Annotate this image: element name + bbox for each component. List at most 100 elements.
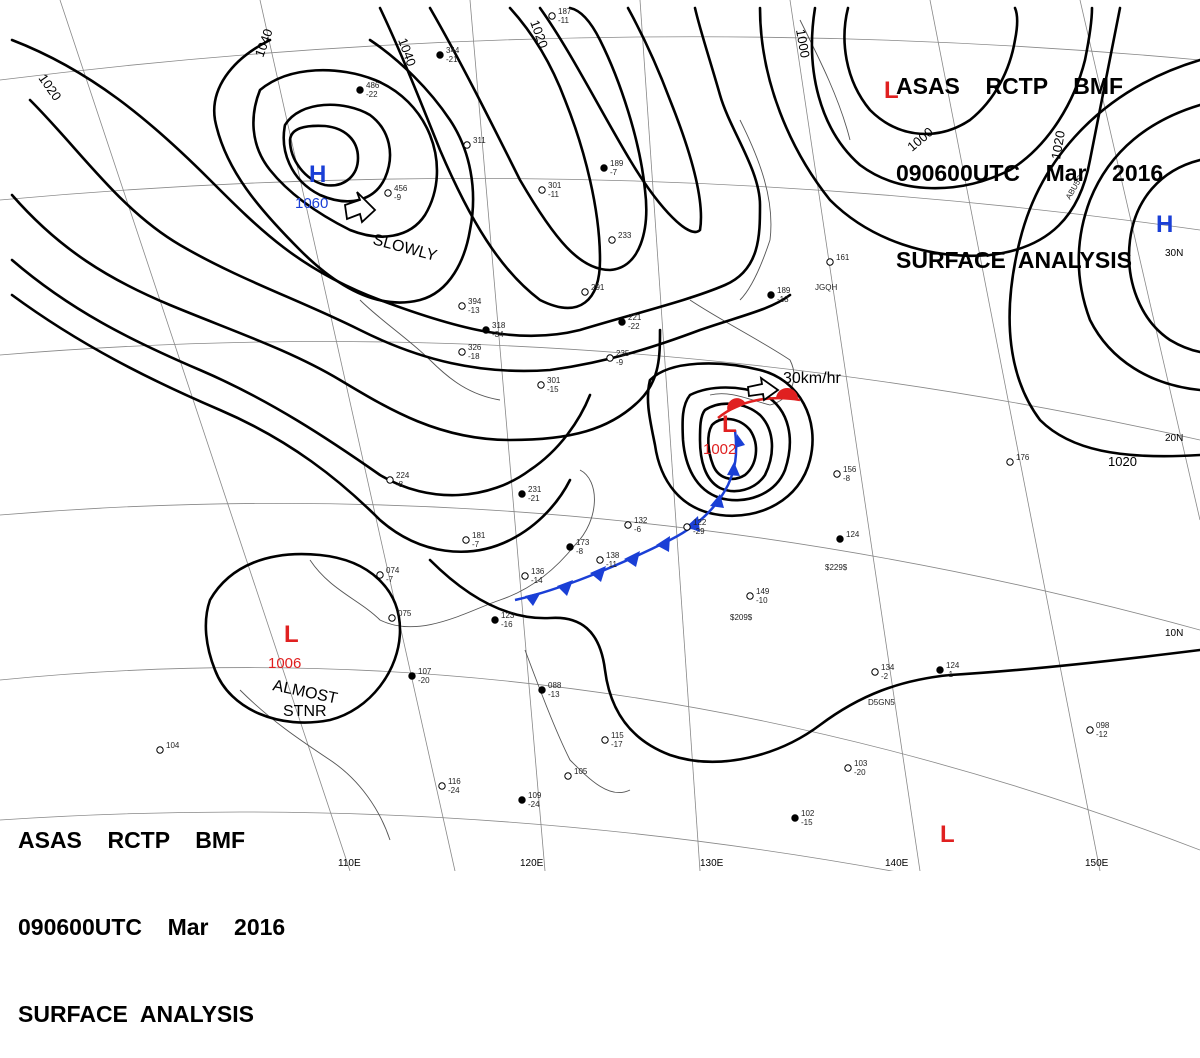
header-top-line3: SURFACE ANALYSIS bbox=[896, 247, 1133, 273]
station-circle bbox=[436, 51, 444, 59]
station-plot: 189-7 bbox=[600, 159, 624, 177]
lat-label: 30N bbox=[1165, 248, 1183, 259]
station-value: -29 bbox=[693, 527, 705, 536]
station-value: 221 bbox=[628, 313, 642, 322]
station-value: 138 bbox=[606, 551, 620, 560]
station-value: 189 bbox=[777, 286, 791, 295]
station-plot: 138-11 bbox=[596, 551, 620, 569]
station-value: 344 bbox=[446, 46, 460, 55]
isobar-label: 1020 bbox=[1048, 129, 1068, 160]
station-value: 098 bbox=[1096, 721, 1110, 730]
station-circle bbox=[462, 536, 470, 544]
station-value: -13 bbox=[468, 306, 480, 315]
station-circle bbox=[388, 614, 396, 622]
station-circle bbox=[518, 490, 526, 498]
station-value: 103 bbox=[854, 759, 868, 768]
station-plot: 181-7 bbox=[462, 531, 486, 549]
station-value: 156 bbox=[843, 465, 857, 474]
station-plot: 124-1 bbox=[936, 661, 960, 679]
ship-id: $229$ bbox=[825, 563, 848, 572]
header-top-line2: 090600UTC Mar 2016 bbox=[896, 160, 1164, 186]
cold-front-triangle bbox=[525, 592, 541, 606]
station-circle bbox=[564, 772, 572, 780]
station-circle bbox=[156, 746, 164, 754]
station-circle bbox=[746, 592, 754, 600]
station-circle bbox=[936, 666, 944, 674]
station-value: 132 bbox=[634, 516, 648, 525]
station-value: 122 bbox=[693, 518, 707, 527]
station-value: 104 bbox=[166, 741, 180, 750]
station-value: -15 bbox=[547, 385, 559, 394]
low-pressure-value: 1006 bbox=[268, 655, 301, 672]
station-value: -21 bbox=[528, 494, 540, 503]
station-value: 136 bbox=[531, 567, 545, 576]
station-plot: 233 bbox=[608, 231, 632, 244]
station-circle bbox=[566, 543, 574, 551]
low-motion-remark: 30km/hr bbox=[783, 370, 841, 387]
station-value: 181 bbox=[472, 531, 486, 540]
station-value: -12 bbox=[1096, 730, 1108, 739]
motion-arrows bbox=[344, 191, 780, 402]
station-circle bbox=[438, 782, 446, 790]
station-plot: 291 bbox=[581, 283, 605, 296]
station-value: -9 bbox=[616, 358, 624, 367]
high-letter: H bbox=[309, 161, 326, 188]
station-plot: 231-21 bbox=[518, 485, 542, 503]
station-circle bbox=[518, 796, 526, 804]
station-plot: 104 bbox=[156, 741, 180, 754]
low-letter: L bbox=[284, 621, 299, 648]
graticule bbox=[0, 0, 1200, 871]
pressure-systems: H 1060 H L 1002 L 1006 L L bbox=[268, 77, 1173, 848]
lon-label: 110E bbox=[338, 858, 361, 869]
station-plot: 394-13 bbox=[458, 297, 482, 315]
station-value: -7 bbox=[472, 540, 480, 549]
isobar bbox=[810, 6, 1094, 190]
station-value: 124 bbox=[846, 530, 860, 539]
station-circle bbox=[491, 616, 499, 624]
isobar bbox=[282, 103, 392, 203]
station-plot: 075 bbox=[388, 609, 412, 622]
low-pressure-value: 1002 bbox=[703, 441, 736, 458]
lon-label: 140E bbox=[885, 858, 909, 869]
station-circle bbox=[767, 291, 775, 299]
isobar bbox=[707, 417, 758, 481]
lat-label: 20N bbox=[1165, 433, 1183, 444]
station-circle bbox=[384, 189, 392, 197]
high-pressure-value: 1060 bbox=[295, 195, 328, 212]
station-circle bbox=[458, 348, 466, 356]
isobar-label: 1000 bbox=[793, 28, 813, 59]
isobar bbox=[428, 558, 1200, 763]
station-plot: 456-9 bbox=[384, 184, 408, 202]
isobar bbox=[698, 402, 774, 493]
station-circle bbox=[537, 381, 545, 389]
station-circle bbox=[791, 814, 799, 822]
station-value: 173 bbox=[576, 538, 590, 547]
cold-front-triangle bbox=[735, 434, 745, 448]
station-circle bbox=[538, 686, 546, 694]
isobar bbox=[538, 6, 703, 234]
isobar bbox=[252, 68, 439, 238]
station-circle bbox=[683, 523, 691, 531]
station-value: 456 bbox=[394, 184, 408, 193]
isobar-label: 1020 bbox=[36, 71, 65, 103]
station-circle bbox=[606, 354, 614, 362]
station-circle bbox=[538, 186, 546, 194]
station-circle bbox=[408, 672, 416, 680]
station-plot: 486-22 bbox=[356, 81, 380, 99]
station-value: 235 bbox=[616, 349, 630, 358]
lon-label: 120E bbox=[520, 858, 544, 869]
station-circle bbox=[463, 141, 471, 149]
isobar bbox=[1008, 58, 1200, 458]
station-plot: 123-16 bbox=[491, 611, 515, 629]
station-plot: 116-24 bbox=[438, 777, 461, 795]
station-value: -6 bbox=[634, 525, 642, 534]
station-value: 311 bbox=[473, 136, 486, 145]
station-plot: 311 bbox=[463, 136, 486, 149]
weather-map: 1020 1040 1040 1020 1000 1000 1020 1020 … bbox=[0, 0, 1200, 871]
header-bottom-line2: 090600UTC Mar 2016 bbox=[18, 914, 286, 940]
station-value: 105 bbox=[574, 767, 588, 776]
cold-front-triangle bbox=[727, 462, 740, 476]
station-plot: 109-24 bbox=[518, 791, 542, 809]
station-value: -8 bbox=[843, 474, 851, 483]
station-value: 231 bbox=[528, 485, 542, 494]
